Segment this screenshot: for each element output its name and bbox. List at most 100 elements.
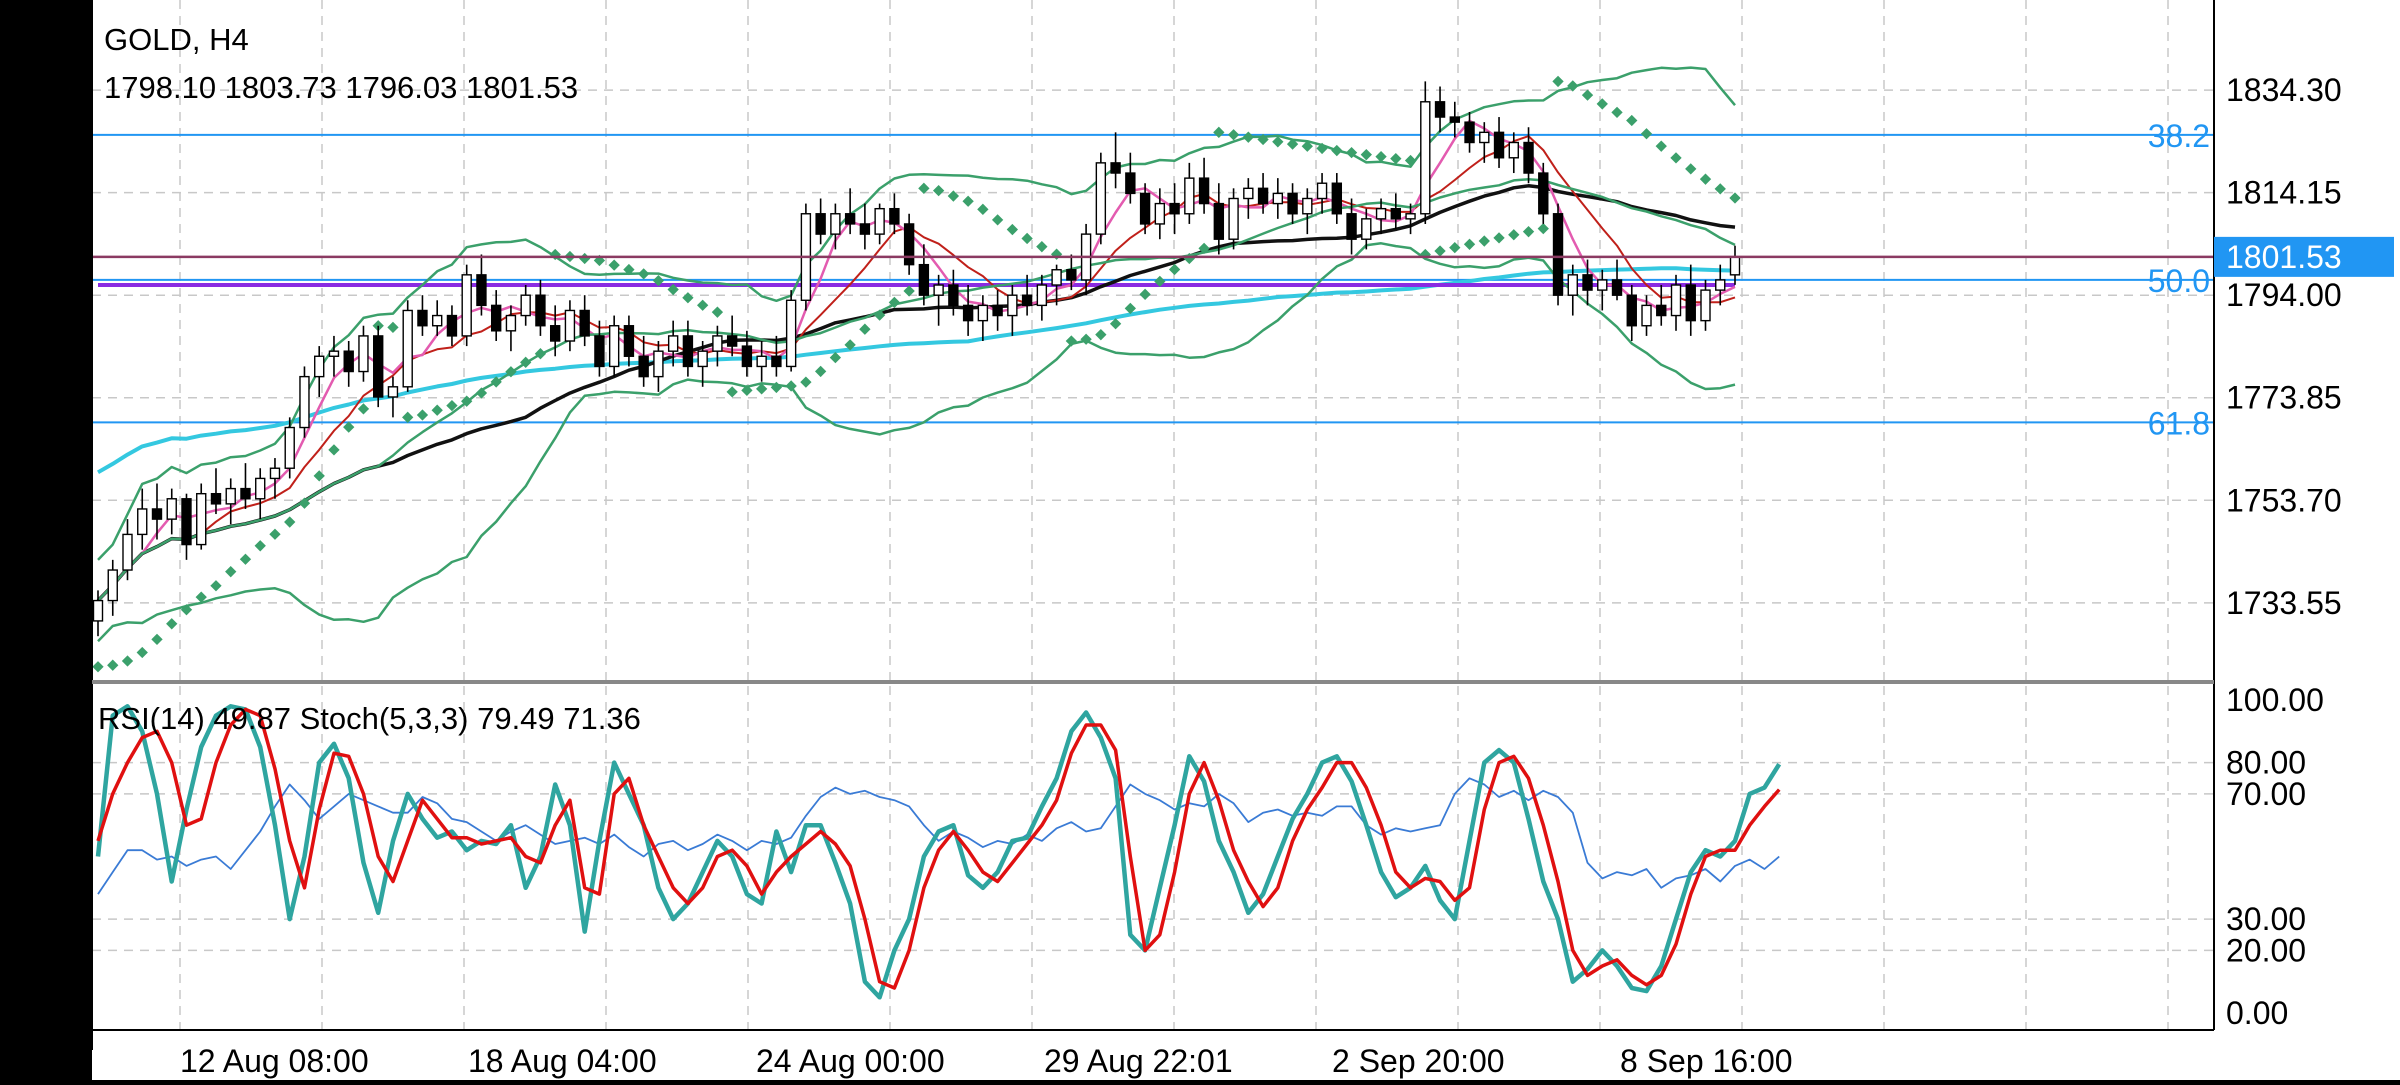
sar-dot: [1139, 288, 1151, 300]
candle-bear-body: [1493, 131, 1505, 159]
sar-dot: [1522, 226, 1535, 238]
sar-dot: [357, 403, 370, 415]
candle-bear-body: [1213, 202, 1225, 240]
candle: [417, 295, 428, 336]
candle: [948, 269, 959, 316]
sar-dot: [1168, 263, 1181, 276]
candle-bear-body: [549, 325, 561, 342]
sar-dot: [1080, 333, 1092, 345]
candle-bear-body: [446, 314, 458, 337]
sar-dot: [859, 323, 871, 335]
candle: [1287, 183, 1298, 224]
candle-bull-body: [520, 294, 531, 317]
sar-dot: [151, 633, 163, 646]
candle: [608, 315, 620, 377]
candle: [594, 320, 605, 377]
candle: [1434, 86, 1446, 133]
candle-bull-body: [505, 314, 517, 332]
candle-bear-body: [1346, 213, 1357, 240]
candle-bull-body: [697, 350, 708, 368]
candle: [107, 559, 118, 616]
candle: [1464, 111, 1475, 153]
candle-bull-body: [269, 467, 281, 480]
candle: [1508, 132, 1519, 174]
candle-bull-body: [225, 487, 236, 505]
candle: [255, 468, 266, 520]
candle-bear-body: [1582, 274, 1593, 291]
candle: [196, 483, 207, 550]
oscillator-lines: [95, 704, 1782, 1000]
candle: [122, 519, 133, 581]
sar-dot: [814, 365, 827, 378]
sar-dot: [416, 409, 429, 421]
sar-dot: [343, 421, 355, 433]
candle: [1641, 295, 1652, 336]
sar-dot: [682, 292, 694, 304]
candle: [505, 305, 517, 352]
sar-dot: [1242, 131, 1254, 143]
ma-pink: [97, 119, 1736, 602]
candle: [844, 188, 856, 235]
candle-bear-body: [579, 309, 590, 337]
ma-cyan: [97, 266, 1736, 475]
sar-dot: [1611, 106, 1623, 119]
candle: [1405, 203, 1416, 235]
candle: [1302, 188, 1313, 235]
candle: [933, 274, 944, 326]
sar-dot: [977, 203, 989, 215]
sar-dot: [1626, 114, 1638, 127]
sar-dot: [1286, 138, 1299, 150]
price-tick-label: 1834.30: [2226, 72, 2342, 108]
candle-bull-body: [1715, 279, 1726, 291]
candle: [1375, 198, 1387, 235]
sar-dot: [298, 497, 311, 509]
candle-bear-body: [623, 325, 635, 357]
sar-dot: [1655, 140, 1667, 152]
sar-dot: [932, 184, 945, 197]
candle: [1154, 188, 1166, 240]
candle: [1700, 279, 1711, 331]
candle-bull-body: [1670, 284, 1682, 317]
candle-bear-body: [1257, 187, 1269, 205]
fib-label: 38.2: [2148, 118, 2210, 154]
candle: [815, 198, 826, 245]
sar-dot: [608, 259, 620, 271]
sar-dot: [1257, 133, 1269, 146]
candle-bull-body: [1316, 182, 1328, 200]
candle: [461, 264, 472, 347]
sar-dot: [490, 376, 502, 388]
sar-dot: [461, 395, 473, 407]
sar-dot: [623, 263, 635, 276]
candle: [962, 285, 974, 336]
candle: [1611, 259, 1623, 301]
candle: [1316, 173, 1328, 214]
candle: [1110, 132, 1121, 189]
sar-dot: [726, 386, 738, 398]
candle-bear-body: [1538, 172, 1549, 215]
candle-bear-body: [1110, 162, 1121, 174]
candle: [314, 346, 325, 397]
sar-dot: [1685, 163, 1697, 175]
candle: [830, 203, 841, 250]
candle-bear-body: [815, 213, 826, 235]
candle: [741, 330, 753, 377]
candle-bear-body: [1523, 141, 1534, 174]
price-tick-label: 1794.00: [2226, 277, 2342, 313]
candle-bear-body: [903, 223, 915, 266]
candle: [1213, 183, 1225, 255]
candle: [1670, 274, 1682, 331]
candle-bull-body: [756, 355, 767, 368]
candle-bull-body: [1051, 269, 1062, 286]
candle-bear-body: [844, 213, 856, 225]
candle: [225, 478, 236, 525]
candle: [859, 203, 871, 250]
price-tick-label: 1814.15: [2226, 175, 2342, 211]
sar-dot: [1213, 126, 1225, 138]
candle: [1523, 127, 1534, 184]
indicator-tick-label: 80.00: [2226, 745, 2306, 781]
price-tick-label: 1753.70: [2226, 482, 2342, 518]
candle: [1597, 269, 1608, 311]
